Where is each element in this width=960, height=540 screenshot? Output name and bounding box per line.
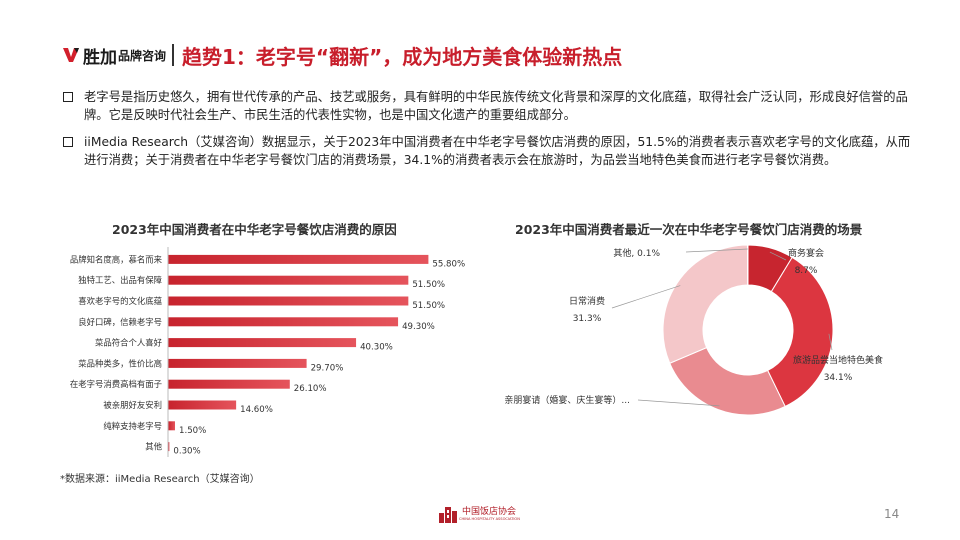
bar-chart: 品牌知名度高，慕名而来 55.80% 独特工艺、出品有保障 51.50% 喜欢老字号的文… [70, 247, 465, 457]
bar-category-label: 良好口碑，信赖老字号 [78, 317, 162, 327]
footer-org-name-en: CHINA HOSPITALITY ASSOCIATION [459, 517, 520, 521]
donut-leader-line [637, 399, 720, 407]
brand-v-icon [63, 48, 79, 62]
bar [168, 442, 170, 452]
bar-chart-title: 2023年中国消费者在中华老字号餐饮店消费的原因 [112, 222, 397, 237]
brand-logo: 胜加 品牌咨询 [62, 43, 166, 68]
bullet-text: 老字号是指历史悠久，拥有世代传承的产品、技艺或服务，具有鲜明的中华民族传统文化背… [84, 90, 908, 122]
donut-leader-line [828, 333, 833, 351]
bar [168, 275, 409, 285]
bar [168, 421, 175, 431]
footer-org-name: 中国饭店协会 [462, 507, 517, 517]
donut-slice-value: 8.7% [795, 266, 818, 276]
bullet-text: iiMedia Research（艾媒咨询）数据显示，关于2023年中国消费者在… [84, 135, 911, 167]
donut-slice [669, 346, 786, 416]
bar-value-label: 55.80% [432, 259, 465, 269]
donut-leader-line [685, 248, 748, 253]
bar-value-label: 14.60% [240, 405, 273, 415]
footer-logo: 中国饭店协会 CHINA HOSPITALITY ASSOCIATION [437, 503, 520, 525]
donut-slice-value: 34.1% [824, 373, 853, 383]
donut-slice-name: 旅游品尝当地特色美食 [793, 354, 883, 366]
bullet-item: 老字号是指历史悠久，拥有世代传承的产品、技艺或服务，具有鲜明的中华民族传统文化背… [62, 88, 922, 124]
header: 胜加 品牌咨询 趋势1：老字号“翻新”，成为地方美食体验新热点 [62, 40, 622, 70]
bar-category-label: 菜品符合个人喜好 [95, 338, 163, 348]
bullet-item: iiMedia Research（艾媒咨询）数据显示，关于2023年中国消费者在… [62, 133, 922, 169]
page-number: 14 [884, 507, 900, 521]
donut-slice [767, 256, 834, 408]
donut-leader-line [611, 285, 681, 309]
bar [168, 338, 357, 348]
brand-subtitle: 品牌咨询 [118, 48, 167, 63]
bar-value-label: 49.30% [402, 322, 435, 332]
donut-slice-name: 商务宴会 [788, 247, 824, 259]
bullet-list: 老字号是指历史悠久，拥有世代传承的产品、技艺或服务，具有鲜明的中华民族传统文化背… [62, 88, 922, 178]
bar-value-label: 29.70% [311, 363, 344, 373]
donut-slice [662, 244, 749, 364]
donut-slice-name: 日常消费 [569, 295, 605, 307]
bar-value-label: 40.30% [360, 343, 393, 353]
bar-category-label: 被亲朋好友安利 [103, 400, 162, 410]
bar-value-label: 51.50% [412, 280, 445, 290]
bar [168, 400, 237, 410]
bar-category-label: 独特工艺、出品有保障 [78, 275, 162, 285]
bar-value-label: 51.50% [412, 301, 445, 311]
bar-category-label: 纯粹支持老字号 [103, 421, 162, 431]
bar [168, 254, 429, 264]
bar-category-label: 其他 [145, 442, 162, 452]
bar-category-label: 菜品种类多，性价比高 [78, 358, 162, 368]
bar-value-label: 0.30% [173, 447, 200, 457]
bullet-square-icon [63, 92, 73, 102]
bar [168, 358, 307, 368]
data-source: *数据来源：iiMedia Research（艾媒咨询） [60, 474, 260, 485]
bar-category-label: 品牌知名度高，慕名而来 [70, 254, 163, 264]
donut-slice [746, 244, 749, 286]
bar-value-label: 26.10% [294, 384, 327, 394]
donut-chart-title: 2023年中国消费者最近一次在中华老字号餐饮门店消费的场景 [515, 222, 863, 237]
page-title: 趋势1：老字号“翻新”，成为地方美食体验新热点 [182, 44, 623, 69]
bar-category-label: 喜欢老字号的文化底蕴 [78, 296, 162, 306]
bar-category-label: 在老字号消费高档有面子 [70, 379, 162, 389]
donut-chart: 商务宴会 8.7% 旅游品尝当地特色美食 34.1% 亲朋宴请（婚宴、庆生宴等）... 日… [504, 244, 883, 416]
bar [168, 317, 399, 327]
hospitality-association-icon [439, 507, 457, 523]
bar-value-label: 1.50% [179, 426, 206, 436]
header-divider [172, 44, 175, 66]
donut-slice-value: 31.3% [573, 314, 602, 324]
brand-name: 胜加 [83, 47, 117, 68]
donut-slice-name: 其他, 0.1% [613, 247, 660, 259]
bar [168, 379, 290, 389]
bullet-square-icon [63, 137, 73, 147]
donut-slice-name: 亲朋宴请（婚宴、庆生宴等）... [504, 394, 630, 406]
donut-leader-line [769, 251, 787, 261]
bar [168, 296, 409, 306]
